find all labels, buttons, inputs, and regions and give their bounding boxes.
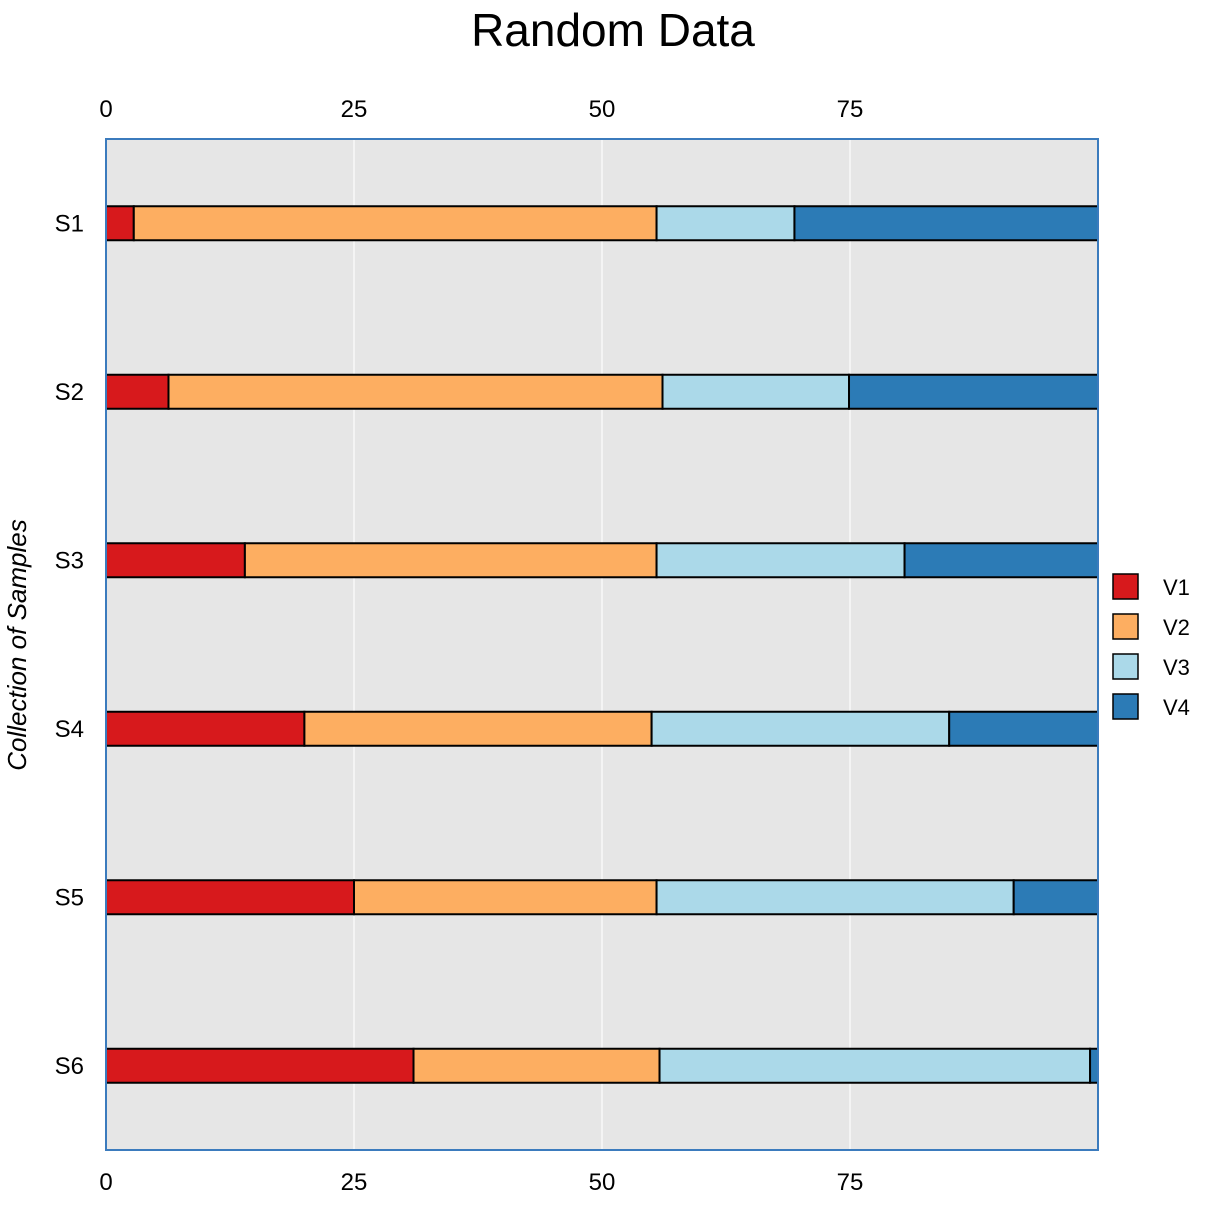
y-tick-S3: S3 <box>55 547 84 574</box>
y-tick-S6: S6 <box>55 1053 84 1080</box>
legend-label-V3: V3 <box>1163 655 1190 680</box>
bar-S6-V2 <box>412 1047 661 1084</box>
panel-border <box>105 138 1099 1151</box>
bar-S4-V3 <box>650 710 951 747</box>
legend-label-V2: V2 <box>1163 615 1190 640</box>
x-tick-bottom-0: 0 <box>99 1169 112 1196</box>
bar-S2-V2 <box>167 373 664 410</box>
y-tick-S2: S2 <box>55 379 84 406</box>
x-tick-top-0: 0 <box>99 96 112 123</box>
x-tick-top-25: 25 <box>341 96 368 123</box>
bar-S3-V3 <box>655 542 906 579</box>
bar-S5-V2 <box>353 879 658 916</box>
bar-S5-V1 <box>106 879 355 916</box>
bar-S2-V3 <box>661 373 851 410</box>
y-tick-S4: S4 <box>55 716 84 743</box>
legend-label-V1: V1 <box>1163 575 1190 600</box>
x-tick-top-50: 50 <box>589 96 616 123</box>
y-axis-label: Collection of Samples <box>2 519 32 770</box>
bar-S1-V4 <box>793 205 1098 242</box>
x-tick-bottom-75: 75 <box>837 1169 864 1196</box>
bar-S5-V4 <box>1012 879 1098 916</box>
bar-S2-V4 <box>848 373 1098 410</box>
bar-S4-V4 <box>948 710 1098 747</box>
bar-S1-V1 <box>106 205 135 242</box>
bar-S3-V4 <box>903 542 1098 579</box>
bar-S3-V2 <box>243 542 658 579</box>
legend-swatch-V1 <box>1112 573 1139 600</box>
legend-label-V4: V4 <box>1163 695 1190 720</box>
bar-S1-V3 <box>655 205 796 242</box>
y-tick-S5: S5 <box>55 884 84 911</box>
bar-S1-V2 <box>132 205 658 242</box>
bar-S5-V3 <box>655 879 1015 916</box>
y-tick-S1: S1 <box>55 210 84 237</box>
chart-title: Random Data <box>471 4 755 56</box>
legend-swatch-V3 <box>1112 653 1139 680</box>
x-tick-bottom-50: 50 <box>589 1169 616 1196</box>
x-tick-bottom-25: 25 <box>341 1169 368 1196</box>
bar-S2-V1 <box>106 373 170 410</box>
bar-S4-V2 <box>303 710 653 747</box>
x-tick-top-75: 75 <box>837 96 864 123</box>
bar-S6-V1 <box>106 1047 415 1084</box>
bar-S6-V3 <box>658 1047 1092 1084</box>
bar-S3-V1 <box>106 542 246 579</box>
bar-S6-V4 <box>1089 1047 1098 1084</box>
legend-swatch-V4 <box>1112 693 1139 720</box>
legend-swatch-V2 <box>1112 613 1139 640</box>
legend: V1 V2 V3 V4 <box>1112 573 1190 720</box>
bar-S4-V1 <box>106 710 306 747</box>
